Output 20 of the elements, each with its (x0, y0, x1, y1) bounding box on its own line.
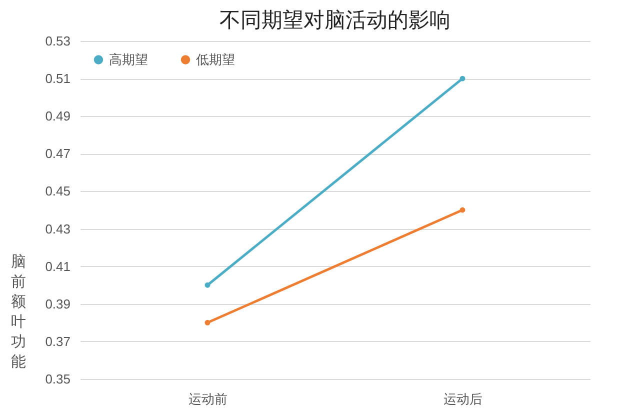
y-tick-label: 0.39 (45, 296, 70, 312)
y-axis-title: 脑前额叶功能 (11, 254, 26, 370)
chart-title: 不同期望对脑活动的影响 (220, 9, 450, 32)
y-tick-label: 0.41 (45, 258, 70, 274)
y-tick-label: 0.51 (45, 71, 70, 86)
legend-label: 低期望 (196, 52, 235, 67)
legend-label: 高期望 (109, 52, 148, 67)
point (460, 207, 466, 213)
x-tick-label: 运动后 (444, 392, 482, 406)
y-tick-label: 0.43 (45, 221, 70, 236)
y-tick-label: 0.53 (45, 34, 70, 48)
y-tick-label: 0.47 (45, 146, 70, 162)
y-tick-label: 0.35 (45, 372, 70, 386)
point (204, 282, 210, 288)
point (460, 76, 466, 82)
point (204, 320, 210, 326)
y-tick-label: 0.45 (45, 184, 70, 199)
y-tick-label: 0.49 (45, 108, 70, 124)
x-tick-label: 运动前 (188, 392, 228, 406)
y-tick-label: 0.37 (45, 334, 70, 349)
